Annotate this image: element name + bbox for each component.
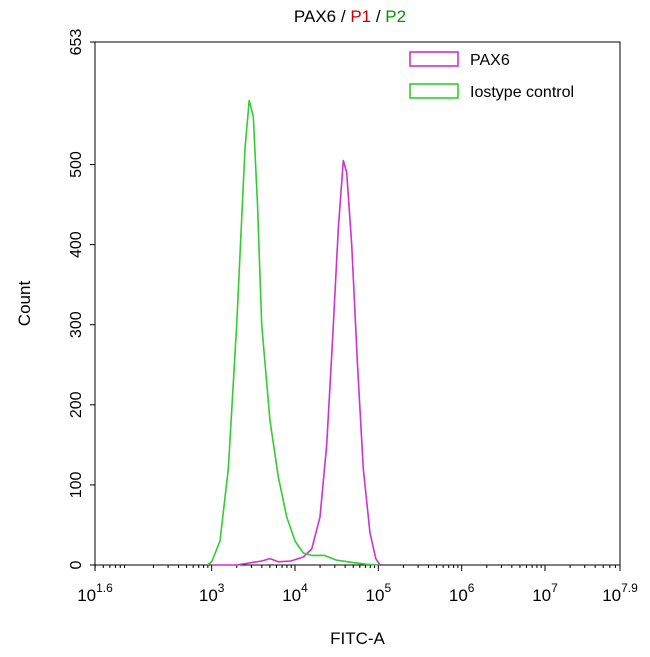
x-tick-label: 104 [282, 581, 308, 605]
y-tick-label: 0 [68, 560, 85, 569]
x-axis-label: FITC-A [330, 629, 385, 648]
legend-label: PAX6 [470, 52, 510, 69]
y-tick-label: 200 [68, 391, 85, 418]
legend-swatch [409, 83, 459, 99]
x-tick-label: 101.6 [77, 581, 113, 605]
title-part-2: P1 [350, 7, 371, 26]
y-tick-label: 100 [68, 471, 85, 498]
title-part-3: / [371, 7, 385, 26]
legend-swatch [409, 51, 459, 67]
series-lines [207, 99, 381, 566]
legend-label: Iostype control [470, 84, 574, 101]
series-line-isotype-control [207, 99, 379, 566]
title-part-4: P2 [385, 7, 406, 26]
x-tick-label: 103 [199, 581, 225, 605]
series-line-pax6 [211, 159, 381, 566]
y-tick-label: 300 [68, 311, 85, 338]
x-axis: 101.6 103 104 105 106 107 107.9 [77, 565, 638, 605]
legend: PAX6 Iostype control [409, 51, 574, 101]
title-part-0: PAX6 [294, 7, 336, 26]
plot-area-frame [94, 41, 621, 566]
x-tick-label: 107.9 [602, 581, 638, 605]
y-tick-label: 400 [68, 231, 85, 258]
y-axis: 0 100 200 300 400 500 653 [68, 29, 95, 569]
x-tick-label: 106 [449, 581, 475, 605]
x-tick-label: 105 [366, 581, 392, 605]
y-axis-label: Count [15, 281, 34, 327]
y-tick-label: 653 [68, 29, 85, 56]
x-tick-label: 107 [532, 581, 558, 605]
chart-title-text: PAX6 / P1 / P2 [294, 7, 406, 26]
chart-title: PAX6 / P1 / P2 [294, 7, 406, 26]
y-tick-label: 500 [68, 151, 85, 178]
title-part-1: / [336, 7, 350, 26]
